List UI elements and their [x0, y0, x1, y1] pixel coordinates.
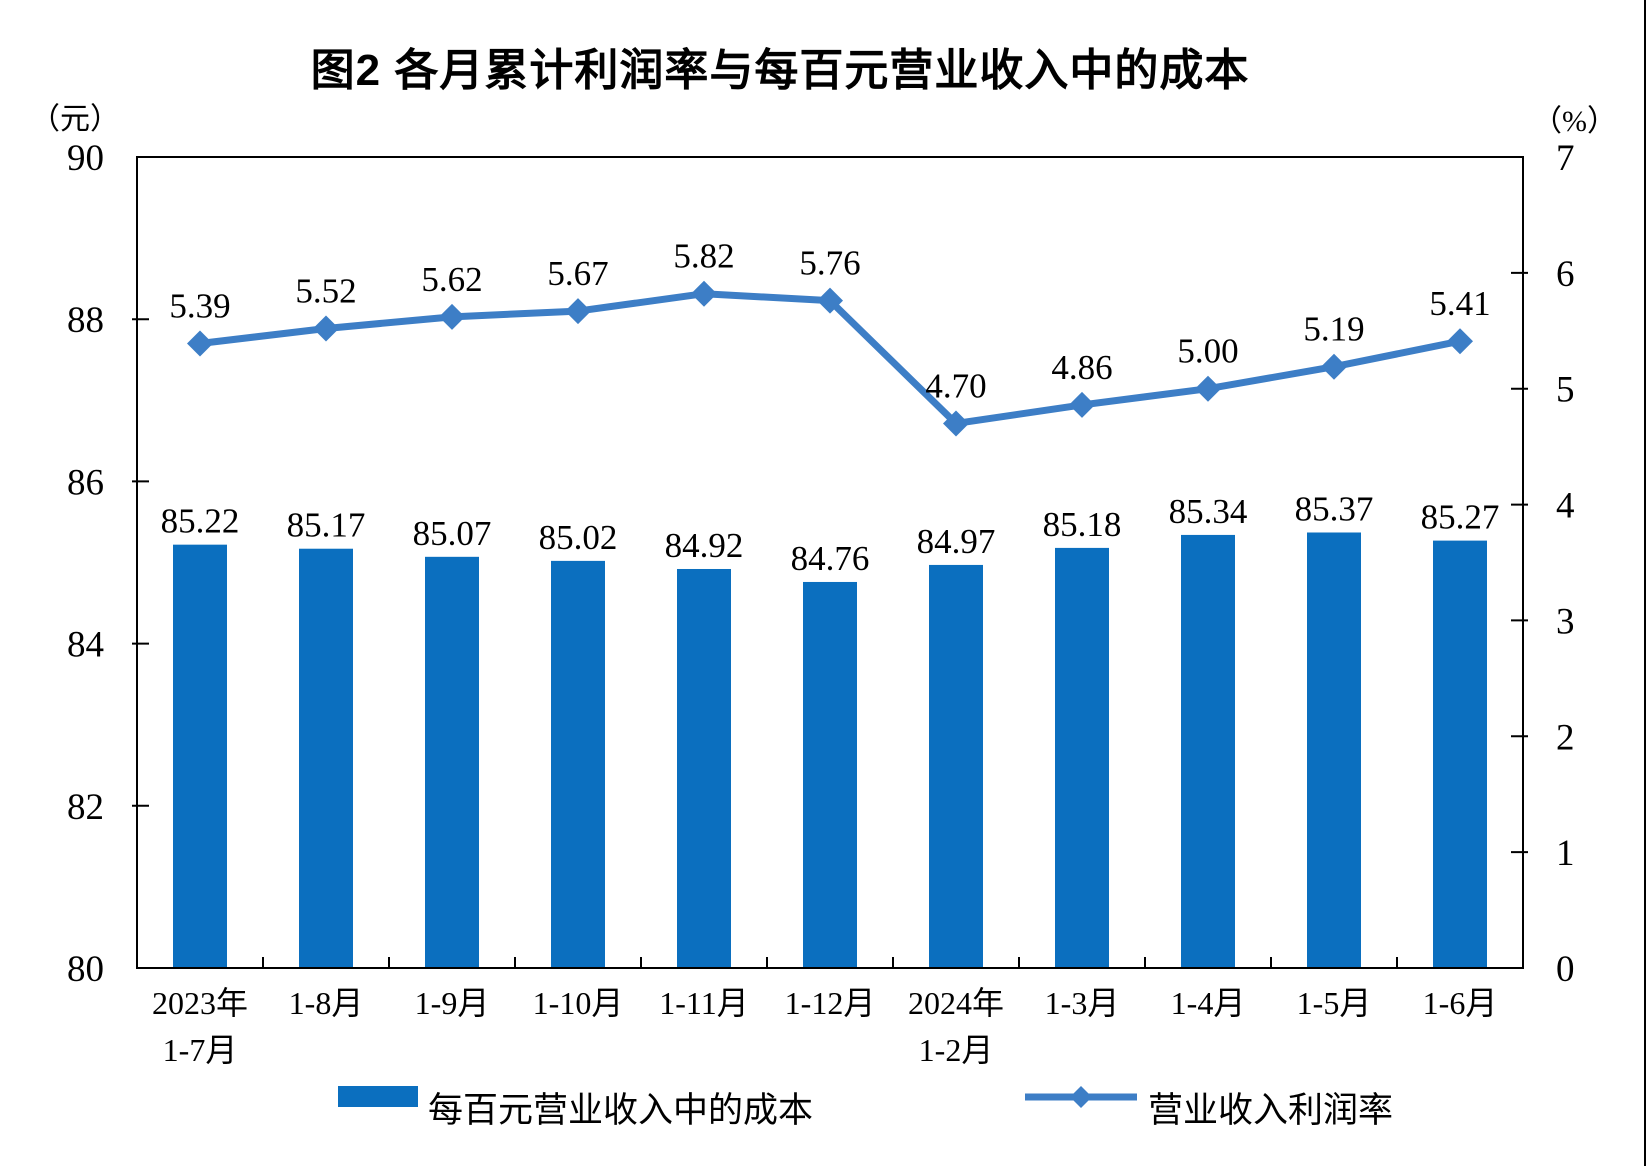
bar [1307, 532, 1361, 968]
line-value-label: 5.52 [295, 271, 356, 310]
line-marker-diamond-icon [187, 330, 213, 357]
bar-value-label: 84.92 [665, 526, 744, 565]
x-axis-label: 1-8月 [289, 985, 364, 1021]
line-marker-diamond-icon [943, 410, 969, 437]
x-axis-label: 1-9月 [415, 985, 490, 1021]
left-axis-unit: （元） [30, 103, 120, 136]
line-value-label: 4.86 [1051, 348, 1112, 387]
bar [677, 568, 731, 968]
line-marker-diamond-icon [1069, 391, 1095, 418]
x-axis-label: 1-12月 [785, 985, 876, 1021]
bar-value-label: 85.18 [1043, 505, 1122, 544]
line-marker-diamond-icon [313, 315, 339, 342]
right-axis-tick-label: 5 [1556, 370, 1575, 411]
legend-line-swatch-icon [1025, 1086, 1137, 1108]
line-value-label: 5.67 [547, 254, 608, 293]
left-axis-tick-label: 90 [67, 138, 104, 179]
right-axis-tick-label: 3 [1556, 601, 1575, 642]
line-marker-diamond-icon [1321, 353, 1347, 380]
line-marker-diamond-icon [565, 298, 591, 325]
left-axis-tick-label: 82 [67, 787, 104, 828]
bar [425, 556, 479, 968]
legend-label-cost: 每百元营业收入中的成本 [428, 1091, 814, 1130]
x-axis-label: 1-10月 [533, 985, 624, 1021]
bar-value-label: 85.02 [539, 518, 618, 557]
legend-label-profit-rate: 营业收入利润率 [1148, 1091, 1394, 1130]
right-axis-tick-label: 7 [1556, 138, 1575, 179]
bar-value-label: 85.37 [1295, 489, 1374, 528]
x-axis-label: 1-4月 [1171, 985, 1246, 1021]
right-axis-tick-label: 1 [1556, 833, 1575, 874]
x-axis-label: 1-11月 [659, 985, 748, 1021]
bar [929, 564, 983, 968]
plot-border [136, 156, 1524, 969]
bar-value-label: 85.07 [413, 514, 492, 553]
legend-line-diamond-icon [1070, 1086, 1092, 1108]
legend-bar-rect [338, 1086, 418, 1107]
line-marker-diamond-icon [1447, 328, 1473, 355]
line-value-label: 5.76 [799, 244, 860, 283]
bar-value-label: 85.17 [287, 506, 366, 545]
left-axis-tick-label: 84 [67, 625, 104, 666]
left-axis-tick-label: 86 [67, 462, 104, 503]
right-axis-unit: （%） [1532, 105, 1617, 138]
left-axis-tick-label: 88 [67, 300, 104, 341]
bar [1055, 547, 1109, 968]
bar-value-label: 85.22 [161, 502, 240, 541]
left-axis-tick-label: 80 [67, 949, 104, 990]
line-value-label: 4.70 [925, 366, 986, 405]
line-marker-diamond-icon [817, 287, 843, 314]
line-marker-diamond-icon [691, 280, 717, 307]
bar [803, 581, 857, 968]
legend-bar-swatch-icon [338, 1086, 418, 1107]
line-value-label: 5.82 [673, 237, 734, 276]
page-edge-line [1644, 0, 1646, 1166]
line-value-label: 5.39 [169, 287, 230, 326]
right-axis-tick-label: 4 [1556, 486, 1575, 527]
chart-title: 图2 各月累计利润率与每百元营业收入中的成本 [310, 46, 1250, 95]
line-marker-diamond-icon [1195, 375, 1221, 402]
bar-value-label: 85.27 [1421, 498, 1500, 537]
bar [551, 560, 605, 968]
line-value-label: 5.00 [1177, 332, 1238, 371]
right-axis-tick-label: 6 [1556, 254, 1575, 295]
bar-value-label: 84.97 [917, 522, 996, 561]
bar [1181, 534, 1235, 968]
bar-value-label: 85.34 [1169, 492, 1248, 531]
x-axis-label: 1-7月 [163, 1032, 238, 1068]
x-axis-label: 2024年 [908, 985, 1004, 1021]
x-axis-label: 1-2月 [919, 1032, 994, 1068]
line-marker-diamond-icon [439, 303, 465, 330]
bar [173, 544, 227, 968]
line-value-label: 5.62 [421, 260, 482, 299]
x-axis-label: 1-6月 [1423, 985, 1498, 1021]
x-axis-label: 1-3月 [1045, 985, 1120, 1021]
bar-value-label: 84.76 [791, 539, 870, 578]
right-axis-tick-label: 0 [1556, 949, 1575, 990]
bar [299, 548, 353, 968]
line-value-label: 5.19 [1303, 310, 1364, 349]
x-axis-label: 1-5月 [1297, 985, 1372, 1021]
bar [1433, 540, 1487, 968]
line-value-label: 5.41 [1429, 284, 1490, 323]
x-axis-label: 2023年 [152, 985, 248, 1021]
right-axis-tick-label: 2 [1556, 717, 1575, 758]
